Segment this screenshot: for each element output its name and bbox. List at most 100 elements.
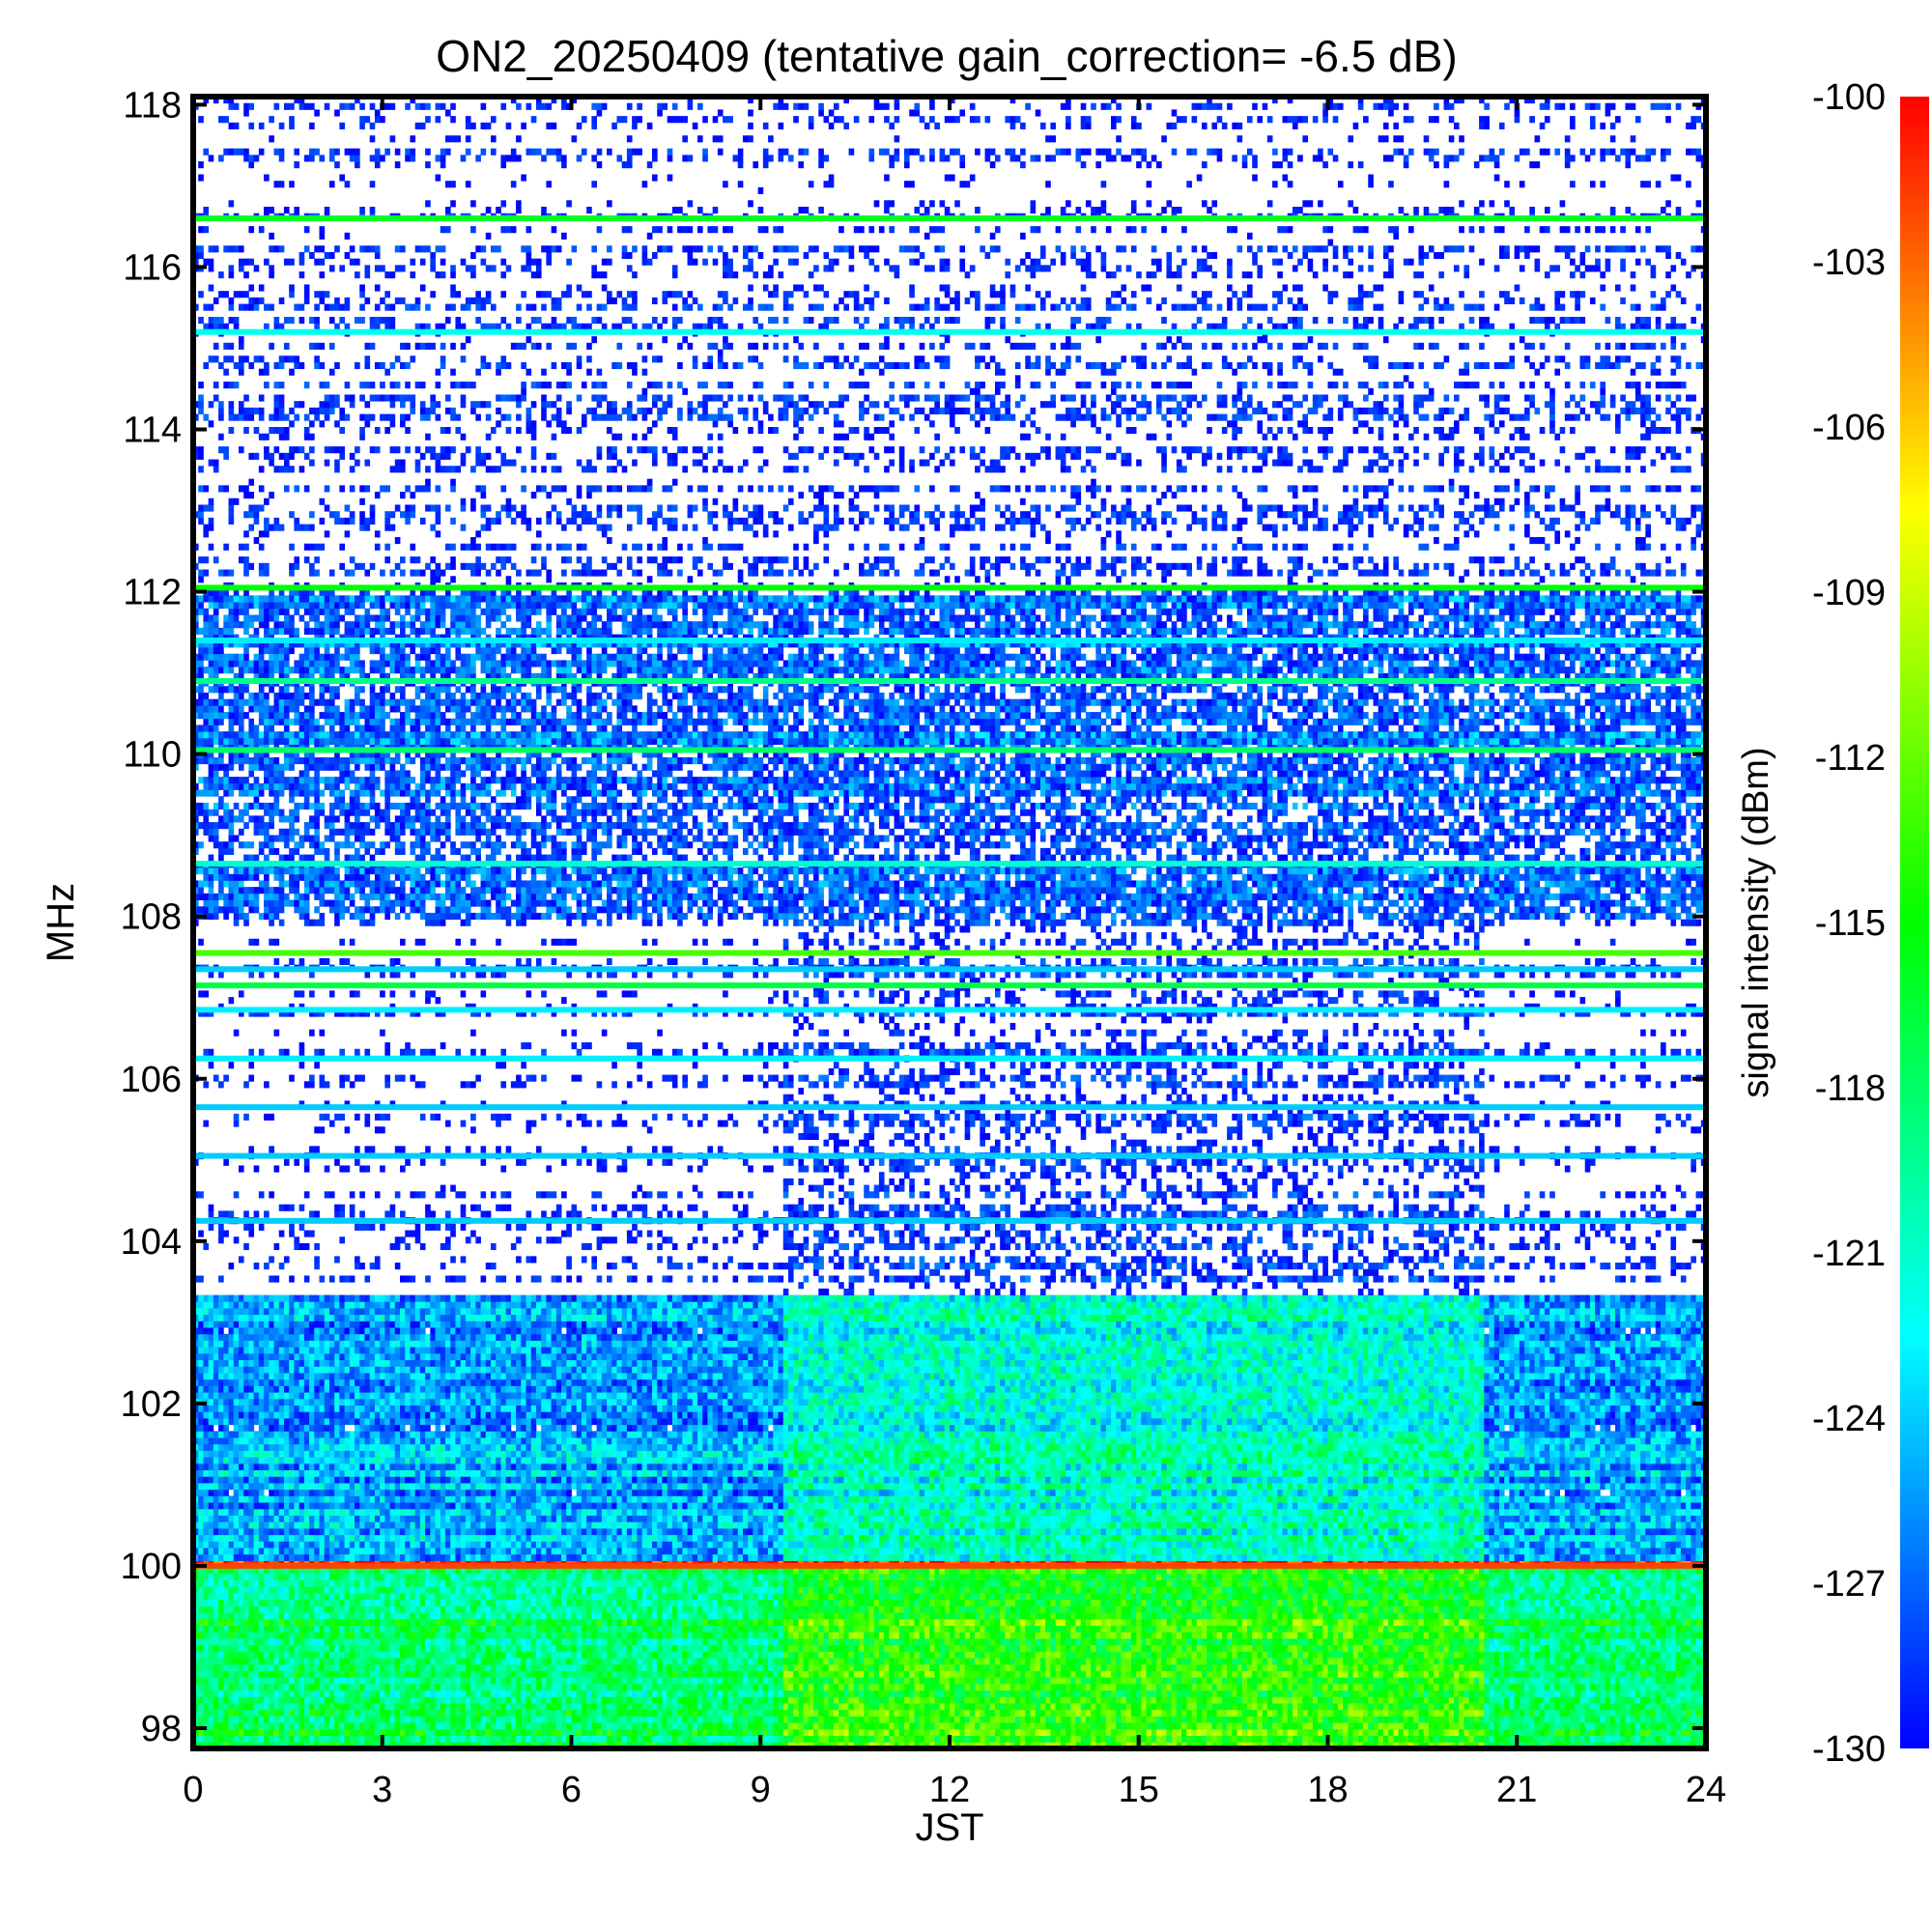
heatmap-cell <box>582 1696 587 1703</box>
heatmap-cell <box>294 1677 299 1684</box>
heatmap-cell <box>198 1736 204 1743</box>
heatmap-cell <box>727 1710 733 1717</box>
heatmap-cell <box>1690 1677 1696 1684</box>
heatmap-cell <box>783 1671 789 1678</box>
heatmap-cell <box>461 1684 467 1690</box>
heatmap-cell <box>1257 1684 1263 1690</box>
heatmap-cell <box>440 1716 446 1722</box>
heatmap-cell <box>824 1684 830 1690</box>
heatmap-cell <box>339 1716 345 1722</box>
heatmap-cell <box>940 1729 946 1736</box>
heatmap-cell <box>1217 1684 1223 1690</box>
heatmap-cell <box>1484 1696 1490 1703</box>
heatmap-cell <box>329 1710 335 1717</box>
heatmap-cell <box>586 1671 592 1678</box>
heatmap-cell <box>1620 1703 1626 1710</box>
heatmap-cell <box>1388 1716 1394 1722</box>
heatmap-cell <box>895 1703 900 1710</box>
heatmap-cell <box>1091 1684 1096 1690</box>
heatmap-cell <box>521 1703 526 1710</box>
heatmap-cell <box>1429 1684 1435 1690</box>
heatmap-cell <box>884 1671 890 1678</box>
heatmap-cell <box>1106 1696 1112 1703</box>
heatmap-cell <box>970 1690 976 1697</box>
heatmap-cell <box>899 1722 905 1729</box>
heatmap-cell <box>213 1729 219 1736</box>
heatmap-cell <box>783 1722 789 1729</box>
heatmap-cell <box>793 1677 799 1684</box>
heatmap-cell <box>723 1677 728 1684</box>
heatmap-cell <box>566 1690 572 1697</box>
heatmap-cell <box>854 1690 860 1697</box>
heatmap-cell <box>1625 1684 1631 1690</box>
heatmap-cell <box>345 1684 351 1690</box>
heatmap-cell <box>868 1729 874 1736</box>
heatmap-cell <box>264 1729 270 1736</box>
heatmap-cell <box>622 1690 628 1697</box>
heatmap-cell <box>843 1736 849 1743</box>
heatmap-cell <box>239 1690 244 1697</box>
heatmap-cell <box>577 1696 582 1703</box>
heatmap-cell <box>475 1684 481 1690</box>
heatmap-cell <box>405 1696 411 1703</box>
heatmap-cell <box>1570 1696 1576 1703</box>
heatmap-cell <box>1147 1696 1152 1703</box>
heatmap-cell <box>1595 1729 1601 1736</box>
heatmap-cell <box>718 1690 724 1697</box>
heatmap-cell <box>1161 1729 1167 1736</box>
heatmap-cell <box>516 1696 522 1703</box>
heatmap-cell <box>934 1736 940 1743</box>
heatmap-cell <box>289 1696 295 1703</box>
heatmap-cell <box>325 1703 330 1710</box>
heatmap-cell <box>248 1690 254 1697</box>
heatmap-cell <box>1181 1696 1187 1703</box>
heatmap-cell <box>1399 1716 1405 1722</box>
heatmap-cell <box>838 1677 844 1684</box>
heatmap-cell <box>1459 1710 1464 1717</box>
heatmap-cell <box>1560 1729 1566 1736</box>
heatmap-cell <box>506 1703 512 1710</box>
heatmap-cell <box>309 1677 315 1684</box>
heatmap-cell <box>445 1722 451 1729</box>
heatmap-cell <box>809 1677 814 1684</box>
heatmap-cell <box>622 1684 628 1690</box>
heatmap-cell <box>1474 1736 1480 1743</box>
heatmap-cell <box>1665 1736 1671 1743</box>
heatmap-cell <box>1141 1690 1147 1697</box>
heatmap-cell <box>713 1690 719 1697</box>
heatmap-cell <box>1504 1716 1510 1722</box>
heatmap-cell <box>798 1703 804 1710</box>
heatmap-cell <box>425 1703 431 1710</box>
heatmap-cell <box>662 1677 668 1684</box>
heatmap-cell <box>243 1677 249 1684</box>
heatmap-cell <box>909 1671 915 1678</box>
heatmap-cell <box>213 1690 219 1697</box>
heatmap-cell <box>339 1703 345 1710</box>
heatmap-cell <box>269 1690 274 1697</box>
heatmap-cell <box>455 1671 461 1678</box>
heatmap-cell <box>849 1696 855 1703</box>
heatmap-cell <box>688 1677 694 1684</box>
heatmap-cell <box>1469 1716 1475 1722</box>
heatmap-cell <box>611 1716 617 1722</box>
heatmap-cell <box>1267 1722 1273 1729</box>
heatmap-cell <box>1036 1677 1041 1684</box>
heatmap-cell <box>486 1716 492 1722</box>
heatmap-cell <box>1656 1684 1662 1690</box>
heatmap-cell <box>430 1736 436 1743</box>
heatmap-cell <box>738 1716 744 1722</box>
heatmap-cell <box>1595 1736 1601 1743</box>
heatmap-cell <box>284 1736 290 1743</box>
heatmap-cell <box>1106 1677 1112 1684</box>
heatmap-cell <box>809 1703 814 1710</box>
heatmap-cell <box>1570 1716 1576 1722</box>
heatmap-cell <box>405 1684 411 1690</box>
heatmap-cell <box>793 1722 799 1729</box>
heatmap-cell <box>1408 1722 1414 1729</box>
heatmap-cell <box>758 1716 764 1722</box>
heatmap-cell <box>526 1690 532 1697</box>
heatmap-cell <box>1106 1716 1112 1722</box>
heatmap-cell <box>1020 1703 1026 1710</box>
heatmap-cell <box>783 1729 789 1736</box>
heatmap-cell <box>788 1671 794 1678</box>
